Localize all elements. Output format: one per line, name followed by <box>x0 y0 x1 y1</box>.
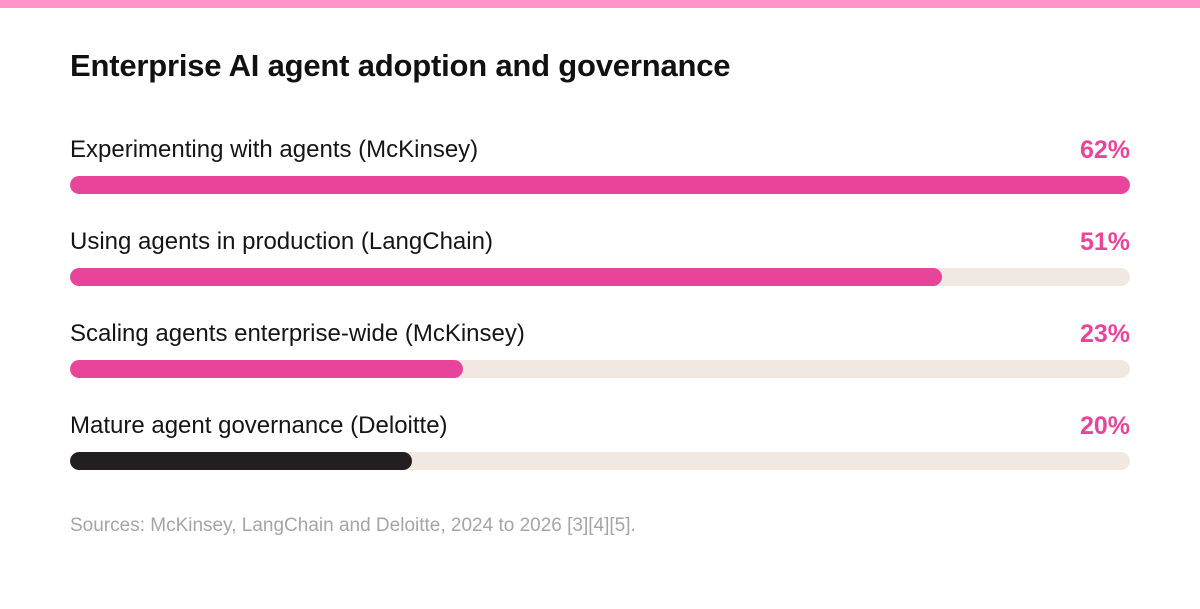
bar-value-label: 20% <box>1079 412 1130 440</box>
bar-track <box>70 268 1130 286</box>
bar-track <box>70 452 1130 470</box>
bar-row: Scaling agents enterprise-wide (McKinsey… <box>70 316 1130 408</box>
bar-value-label: 51% <box>1079 228 1130 256</box>
bar-label: Scaling agents enterprise-wide (McKinsey… <box>70 320 525 347</box>
bar-track <box>70 176 1130 194</box>
top-accent-bar <box>0 0 1200 8</box>
bar-row: Using agents in production (LangChain) 5… <box>70 224 1130 316</box>
bar-fill <box>70 176 1130 194</box>
bar-label: Using agents in production (LangChain) <box>70 228 493 255</box>
bar-fill <box>70 360 464 378</box>
bar-label: Experimenting with agents (McKinsey) <box>70 136 479 163</box>
bar-fill <box>70 452 412 470</box>
bar-row: Experimenting with agents (McKinsey) 62% <box>70 132 1130 224</box>
bar-track <box>70 360 1130 378</box>
bar-value-label: 62% <box>1079 136 1130 164</box>
chart-title: Enterprise AI agent adoption and governa… <box>70 48 731 83</box>
bar-value-label: 23% <box>1079 320 1130 348</box>
bar-row: Mature agent governance (Deloitte) 20% <box>70 408 1130 500</box>
bar-label: Mature agent governance (Deloitte) <box>70 412 448 439</box>
bar-rows: Experimenting with agents (McKinsey) 62%… <box>70 132 1130 500</box>
source-note: Sources: McKinsey, LangChain and Deloitt… <box>70 515 636 536</box>
bar-fill <box>70 268 942 286</box>
